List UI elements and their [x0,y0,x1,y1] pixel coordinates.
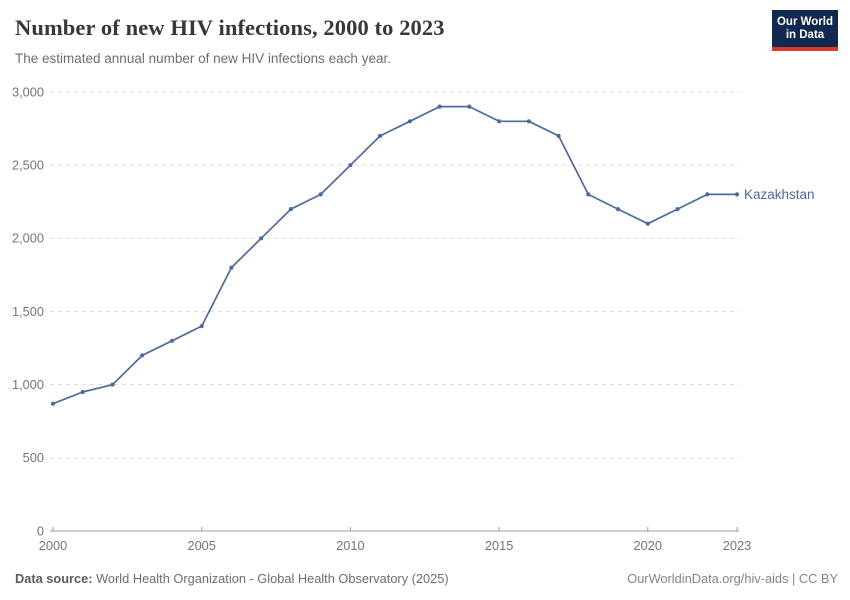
series-line[interactable] [52,105,738,405]
data-point[interactable] [199,324,204,329]
data-point[interactable] [645,221,650,226]
y-tick-label: 0 [37,523,44,538]
data-point[interactable] [407,119,412,124]
chart-header: Number of new HIV infections, 2000 to 20… [15,14,760,68]
data-point[interactable] [497,119,502,124]
y-tick-label: 500 [23,450,44,465]
chart-footer: Data source: World Health Organization -… [15,571,838,586]
data-point[interactable] [556,133,561,138]
data-point[interactable] [288,207,293,212]
data-point[interactable] [615,207,621,212]
x-tick-label: 2005 [187,538,215,553]
data-point[interactable] [734,192,740,197]
x-tick-label: 2023 [723,538,751,553]
x-tick-label: 2010 [336,538,364,553]
data-point[interactable] [705,192,710,197]
data-point[interactable] [80,389,85,395]
data-point[interactable] [229,265,234,270]
x-tick-label: 2020 [634,538,662,553]
y-tick-label: 3,000 [12,85,44,99]
data-point[interactable] [259,236,264,241]
data-point[interactable] [169,338,175,343]
entity-label[interactable]: Kazakhstan [744,187,815,202]
y-tick-label: 1,500 [12,304,44,319]
owid-logo-line1: Our World [776,16,833,28]
x-tick-label: 2015 [485,538,513,553]
data-source: Data source: World Health Organization -… [15,571,449,586]
data-point[interactable] [526,119,531,124]
data-source-text: World Health Organization - Global Healt… [92,571,449,586]
y-tick-label: 2,500 [12,157,44,172]
y-tick-label: 2,000 [12,231,44,246]
y-tick-label: 1,000 [12,377,44,392]
owid-logo[interactable]: Our World in Data [772,10,838,52]
page-title: Number of new HIV infections, 2000 to 20… [15,15,445,40]
x-tick-label: 2000 [39,538,67,553]
data-point[interactable] [140,353,145,358]
chart-subtitle: The estimated annual number of new HIV i… [15,51,391,66]
chart-svg: 0 500 1,000 1,500 2,000 2,500 3,000 2000 2005 201… [12,85,815,553]
data-point[interactable] [50,401,56,406]
data-source-label: Data source: [15,571,93,586]
data-point[interactable] [378,133,383,138]
data-point[interactable] [348,163,353,168]
data-point[interactable] [318,192,323,197]
data-point[interactable] [437,104,442,109]
data-point[interactable] [586,192,591,197]
owid-logo-line2: in Data [785,29,825,42]
data-point[interactable] [675,207,680,212]
data-point[interactable] [110,382,115,387]
footer-link[interactable]: OurWorldinData.org/hiv-aids | CC BY [627,571,838,586]
data-point[interactable] [467,104,472,109]
